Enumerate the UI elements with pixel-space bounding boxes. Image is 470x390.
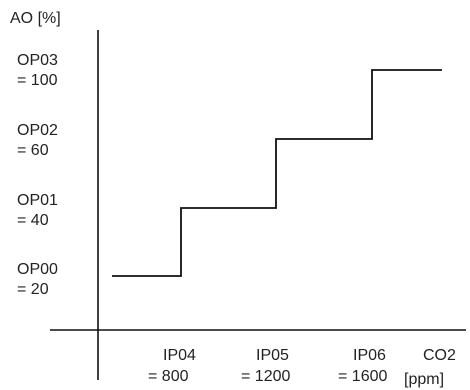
y-level-value: = 40 — [17, 212, 49, 229]
x-point-label-ip04: IP04 = 800 — [148, 347, 196, 385]
y-level-label-op00: OP00 = 20 — [17, 261, 58, 298]
y-level-value: = 60 — [17, 142, 49, 159]
x-point-value: = 800 — [148, 368, 189, 385]
y-level-value: = 100 — [17, 72, 58, 89]
x-point-label-ip06: IP06 = 1600 — [338, 347, 387, 385]
y-level-value: = 20 — [17, 281, 49, 298]
y-axis-title: AO [%] — [10, 10, 61, 27]
x-point-label-ip05: IP05 = 1200 — [241, 347, 290, 385]
y-level-name: OP01 — [17, 192, 58, 209]
x-point-name: IP06 — [353, 347, 386, 364]
series-step-line — [112, 69, 442, 277]
y-level-name: OP00 — [17, 261, 58, 278]
x-point-name: IP05 — [256, 347, 289, 364]
y-level-name: OP03 — [17, 52, 58, 69]
x-point-name: IP04 — [163, 347, 196, 364]
x-axis-unit: [ppm] — [404, 371, 444, 388]
y-level-label-op02: OP02 = 60 — [17, 122, 58, 159]
x-point-value: = 1600 — [338, 368, 387, 385]
y-level-label-op03: OP03 = 100 — [17, 52, 58, 89]
y-level-name: OP02 — [17, 122, 58, 139]
y-level-label-op01: OP01 = 40 — [17, 192, 58, 229]
x-axis-title: CO2 — [423, 347, 456, 364]
x-point-value: = 1200 — [241, 368, 290, 385]
